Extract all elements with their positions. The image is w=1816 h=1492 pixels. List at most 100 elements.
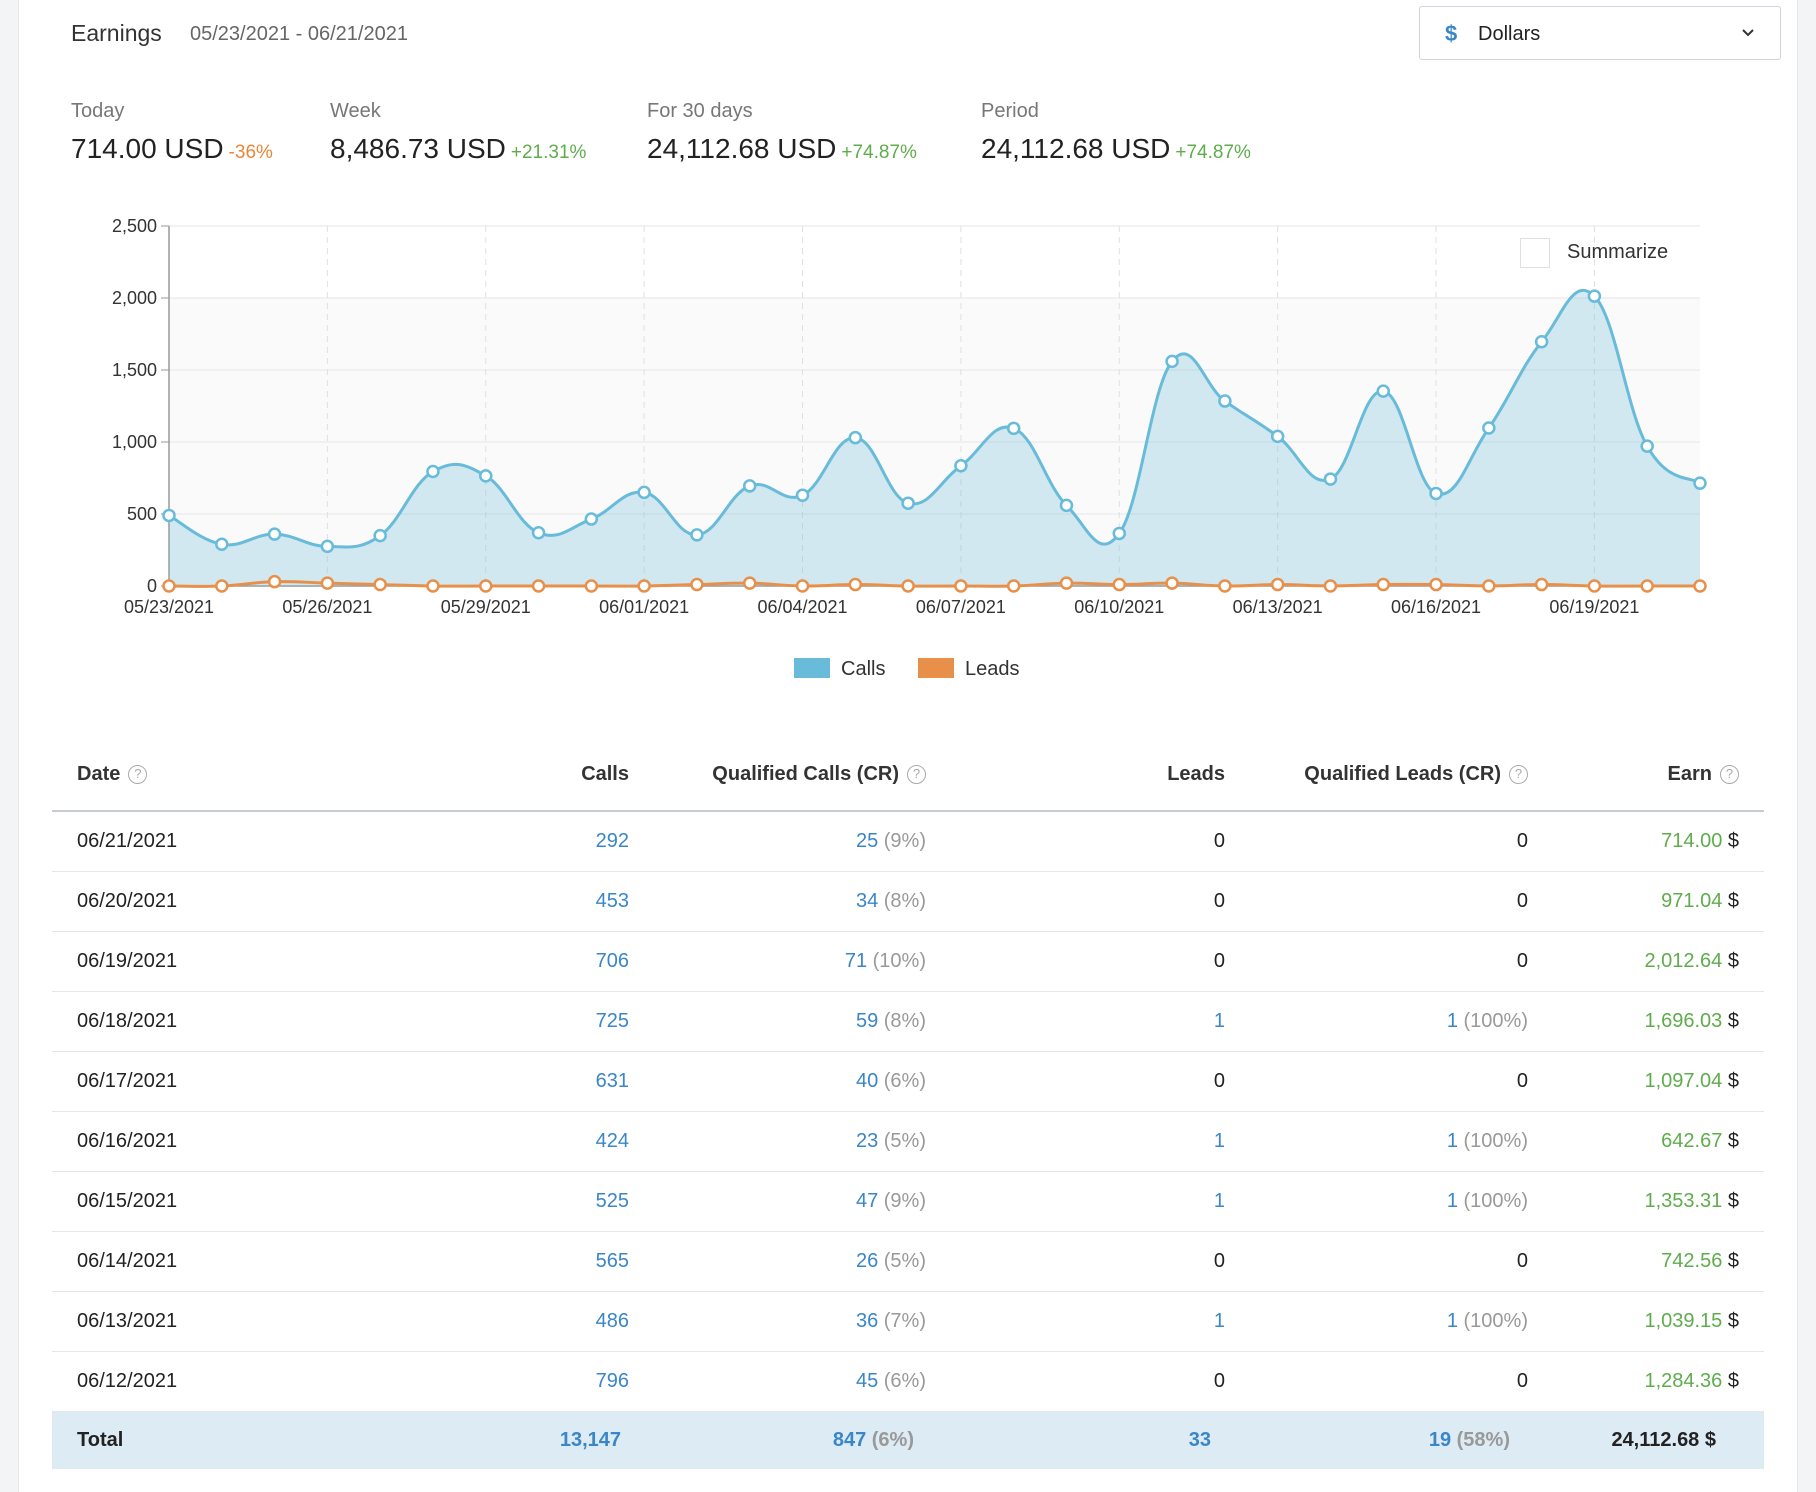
stat-value: 24,112.68 USD <box>647 133 837 164</box>
data-point-calls <box>1270 429 1285 444</box>
total-qualified-calls-cr: (6%) <box>871 1429 914 1451</box>
cell-earn: 642.67 <box>1661 1130 1723 1152</box>
data-point-leads <box>742 576 757 590</box>
cell-calls-link[interactable]: 706 <box>595 950 629 972</box>
column-header-label: Leads <box>1167 762 1225 785</box>
cell-earn: 1,353.31 <box>1644 1190 1723 1212</box>
cell-calls-link[interactable]: 292 <box>595 830 629 852</box>
cell-qualified-calls-cr: (9%) <box>883 1190 926 1212</box>
total-qualified-leads[interactable]: 19 <box>1428 1429 1452 1451</box>
data-point-calls <box>267 527 282 541</box>
data-point-calls <box>162 508 176 523</box>
data-point-calls <box>1323 472 1338 486</box>
legend-item-calls[interactable]: Calls <box>794 658 885 681</box>
cell-date: 06/16/2021 <box>52 1111 377 1172</box>
y-tick-label: 2,000 <box>112 288 157 308</box>
cell-qualified-calls-link[interactable]: 45 <box>855 1370 879 1392</box>
data-point-leads <box>1323 579 1338 593</box>
cell-date: 06/20/2021 <box>52 871 377 932</box>
cell-calls-link[interactable]: 565 <box>595 1250 629 1272</box>
cell-qualified-calls-cr: (6%) <box>883 1370 926 1392</box>
cell-date: 06/19/2021 <box>52 931 377 992</box>
table-row: 06/19/2021 706 71 (10%) 0 0 2,012.64 $ <box>52 931 1764 992</box>
stat-value: 714.00 USD <box>71 133 224 164</box>
column-header-qualified-leads[interactable]: Qualified Leads (CR)? <box>1225 738 1528 812</box>
cell-earn: 1,284.36 <box>1644 1370 1723 1392</box>
cell-leads-link[interactable]: 1 <box>1213 1130 1225 1152</box>
data-point-calls <box>742 479 757 493</box>
data-point-leads <box>320 576 335 590</box>
column-header-label: Qualified Calls (CR) <box>712 762 899 785</box>
column-header-earn[interactable]: Earn? <box>1528 738 1764 812</box>
total-leads[interactable]: 33 <box>1188 1429 1211 1451</box>
cell-qualified-calls-link[interactable]: 71 <box>844 950 868 972</box>
data-point-calls <box>690 528 704 542</box>
stat-change: +74.87% <box>841 142 917 163</box>
cell-qualified-leads: 0 <box>1516 1370 1528 1392</box>
y-tick-label: 1,500 <box>112 360 157 380</box>
data-point-calls <box>795 488 810 503</box>
cell-qualified-calls-link[interactable]: 47 <box>855 1190 879 1212</box>
y-tick-label: 500 <box>127 504 157 524</box>
column-header-calls[interactable]: Calls <box>377 738 629 812</box>
help-icon[interactable]: ? <box>1509 764 1528 784</box>
cell-calls-link[interactable]: 796 <box>595 1370 629 1392</box>
cell-calls-link[interactable]: 725 <box>595 1010 629 1032</box>
column-header-date[interactable]: Date? <box>52 738 377 812</box>
data-point-leads <box>1587 579 1602 593</box>
data-point-calls <box>1587 289 1602 303</box>
column-header-label: Date <box>77 762 121 785</box>
stat-change: +21.31% <box>510 142 587 163</box>
currency-select[interactable]: $ Dollars <box>1419 6 1781 60</box>
cell-qualified-leads-link[interactable]: 1 <box>1446 1130 1458 1152</box>
cell-qualified-calls-link[interactable]: 23 <box>855 1130 879 1152</box>
table-row: 06/16/2021 424 23 (5%) 1 1 (100%) 642.67… <box>52 1111 1764 1172</box>
data-point-leads <box>373 577 387 592</box>
column-header-qualified-calls[interactable]: Qualified Calls (CR)? <box>629 738 926 812</box>
help-icon[interactable]: ? <box>128 764 148 784</box>
x-tick-label: 06/01/2021 <box>599 597 689 617</box>
cell-qualified-leads: 0 <box>1516 830 1528 852</box>
column-header-leads[interactable]: Leads <box>926 738 1225 812</box>
help-icon[interactable]: ? <box>1720 764 1739 784</box>
help-icon[interactable]: ? <box>907 764 926 784</box>
cell-earn-currency: $ <box>1727 1370 1739 1392</box>
data-point-calls <box>1218 394 1232 408</box>
total-earn: 24,112.68 $ <box>1611 1429 1716 1451</box>
total-qualified-calls[interactable]: 847 <box>832 1429 867 1451</box>
total-calls[interactable]: 13,147 <box>559 1429 621 1451</box>
cell-qualified-leads-link[interactable]: 1 <box>1446 1310 1458 1332</box>
cell-qualified-calls-link[interactable]: 40 <box>855 1070 879 1092</box>
table-row: 06/18/2021 725 59 (8%) 1 1 (100%) 1,696.… <box>52 991 1764 1052</box>
cell-qualified-leads-link[interactable]: 1 <box>1446 1190 1458 1212</box>
cell-calls-link[interactable]: 424 <box>595 1130 629 1152</box>
summarize-checkbox[interactable] <box>1520 238 1550 268</box>
cell-qualified-calls-cr: (7%) <box>883 1310 926 1332</box>
cell-calls-link[interactable]: 525 <box>595 1190 629 1212</box>
cell-leads-link[interactable]: 1 <box>1213 1310 1225 1332</box>
cell-qualified-calls-link[interactable]: 26 <box>855 1250 879 1272</box>
cell-calls-link[interactable]: 631 <box>595 1070 629 1092</box>
cell-calls-link[interactable]: 486 <box>595 1310 629 1332</box>
y-tick-label: 1,000 <box>112 432 157 452</box>
legend-item-leads[interactable]: Leads <box>918 658 1020 681</box>
cell-qualified-leads-cr: (100%) <box>1463 1130 1528 1152</box>
cell-earn: 1,696.03 <box>1644 1010 1723 1032</box>
cell-qualified-leads-link[interactable]: 1 <box>1446 1010 1458 1032</box>
cell-leads-link[interactable]: 1 <box>1213 1010 1225 1032</box>
stat-period: Period 24,112.68 USD +74.87% <box>981 100 1251 165</box>
cell-qualified-calls-link[interactable]: 34 <box>855 890 879 912</box>
cell-calls-link[interactable]: 453 <box>595 890 629 912</box>
cell-qualified-calls-link[interactable]: 25 <box>855 830 879 852</box>
cell-date: 06/21/2021 <box>52 811 377 872</box>
data-point-calls <box>1693 476 1707 490</box>
stat-week: Week 8,486.73 USD +21.31% <box>330 100 586 165</box>
cell-qualified-calls-link[interactable]: 36 <box>855 1310 879 1332</box>
cell-leads-link[interactable]: 1 <box>1213 1190 1225 1212</box>
data-point-calls <box>954 459 968 473</box>
data-point-calls <box>1482 421 1496 435</box>
stat-label: Today <box>71 100 125 122</box>
cell-qualified-calls-link[interactable]: 59 <box>855 1010 879 1032</box>
cell-earn: 1,097.04 <box>1644 1070 1723 1092</box>
cell-earn-currency: $ <box>1727 950 1739 972</box>
